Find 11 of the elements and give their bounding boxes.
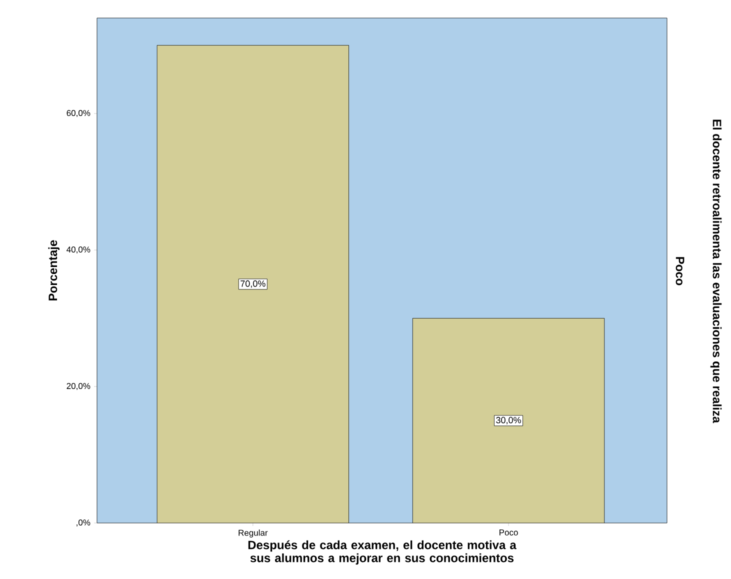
y2-axis-title: El docente retroalimenta las evaluaciones que realiza [710,120,722,424]
y-tick-label: 40,0% [66,246,90,254]
y-axis-title: Porcentaje [48,240,60,300]
data-label: 70,0% [240,280,266,288]
x-tick-label: Regular [238,530,268,538]
data-label: 30,0% [496,416,521,424]
y-tick-label: ,0% [76,519,90,527]
text: Poco [676,257,684,286]
y-tick-label: 60,0% [66,110,90,118]
x-axis-title: Después de cada examen, el docente motiva a sus alumnos a mejorar en sus conocimientos [248,540,516,565]
y-tick-label: 20,0% [66,383,90,390]
